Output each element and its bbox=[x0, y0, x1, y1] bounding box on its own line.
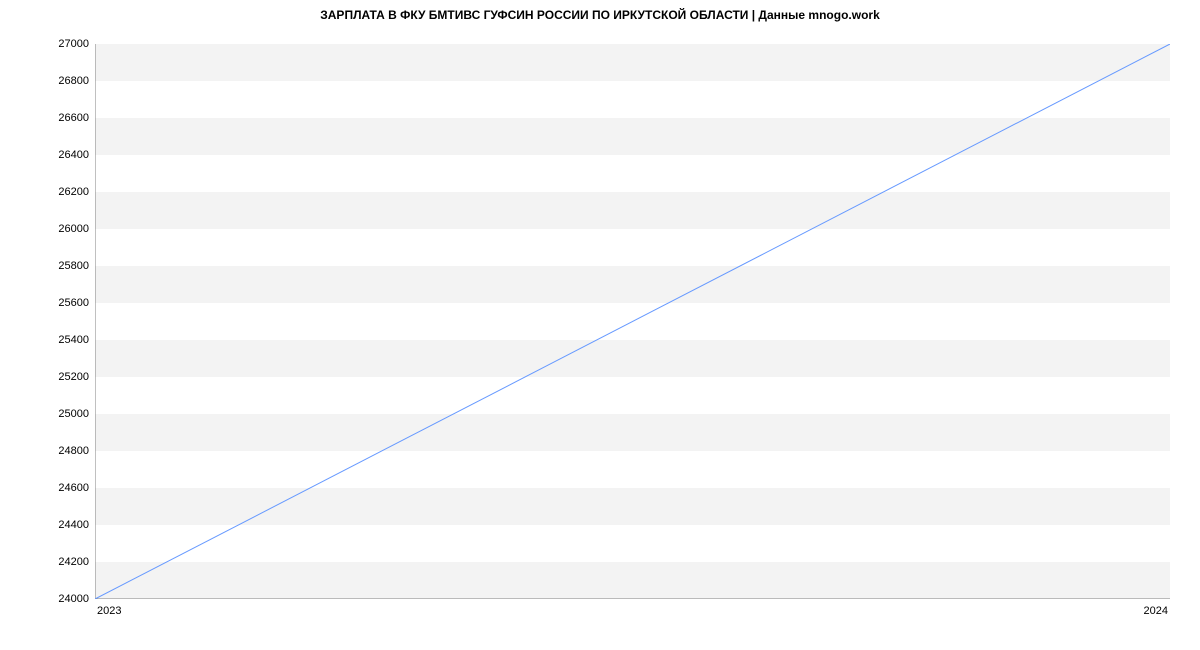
y-tick-label: 24800 bbox=[58, 445, 89, 457]
y-tick-label: 25400 bbox=[58, 334, 89, 346]
y-tick-label: 26600 bbox=[58, 112, 89, 124]
y-tick-label: 26200 bbox=[58, 186, 89, 198]
y-tick-label: 25800 bbox=[58, 260, 89, 272]
chart-svg bbox=[95, 44, 1170, 599]
plot-area: 2400024200244002460024800250002520025400… bbox=[95, 44, 1170, 599]
y-tick-label: 24000 bbox=[58, 593, 89, 605]
y-tick-label: 24200 bbox=[58, 556, 89, 568]
y-tick-label: 24600 bbox=[58, 482, 89, 494]
chart-title: ЗАРПЛАТА В ФКУ БМТИВС ГУФСИН РОССИИ ПО И… bbox=[0, 8, 1200, 22]
y-tick-label: 25600 bbox=[58, 297, 89, 309]
y-tick-label: 26800 bbox=[58, 75, 89, 87]
y-tick-label: 25200 bbox=[58, 371, 89, 383]
y-tick-label: 26400 bbox=[58, 149, 89, 161]
y-tick-label: 27000 bbox=[58, 38, 89, 50]
x-tick-label: 2024 bbox=[1144, 605, 1168, 617]
y-tick-label: 26000 bbox=[58, 223, 89, 235]
x-tick-label: 2023 bbox=[97, 605, 121, 617]
y-tick-label: 24400 bbox=[58, 519, 89, 531]
y-tick-label: 25000 bbox=[58, 408, 89, 420]
